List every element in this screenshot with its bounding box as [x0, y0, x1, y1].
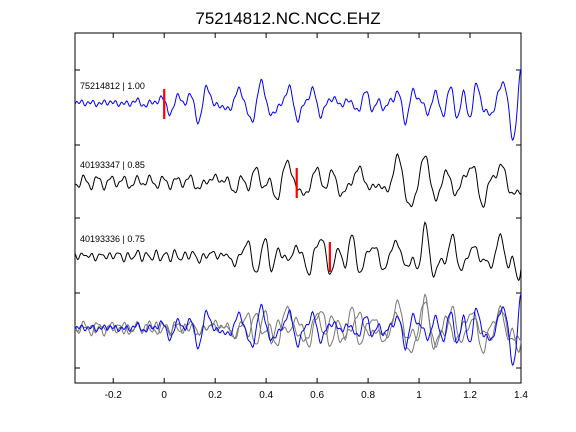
trace-label: 75214812 | 1.00 — [80, 81, 145, 91]
overlay-trace — [74, 299, 522, 355]
x-tick-label: 0.6 — [310, 390, 324, 401]
x-tick-label: -0.2 — [105, 390, 123, 401]
x-tick-label: 1.4 — [514, 390, 528, 401]
trace-line — [74, 221, 522, 281]
chart-title: 75214812.NC.NCC.EHZ — [195, 9, 380, 28]
trace-label: 40193336 | 0.75 — [80, 234, 145, 244]
trace-line — [74, 68, 522, 141]
plot-frame — [74, 32, 522, 384]
overlay-trace — [74, 293, 522, 353]
x-tick-label: 0.4 — [259, 390, 273, 401]
x-tick-label: 1 — [416, 390, 422, 401]
x-tick-label: 0 — [161, 390, 167, 401]
x-axis: -0.2 0 0.2 0.4 0.6 0.8 1 1.2 1.4 — [75, 32, 528, 401]
x-tick-label: 0.8 — [361, 390, 375, 401]
trace-line — [74, 153, 522, 209]
x-tick-label: 1.2 — [463, 390, 477, 401]
trace-label: 40193347 | 0.85 — [80, 160, 145, 170]
x-tick-label: 0.2 — [208, 390, 222, 401]
traces-layer: 75214812 | 1.00 40193347 | 0.85 40193336 |… — [74, 68, 522, 366]
overlay-trace — [74, 293, 522, 366]
